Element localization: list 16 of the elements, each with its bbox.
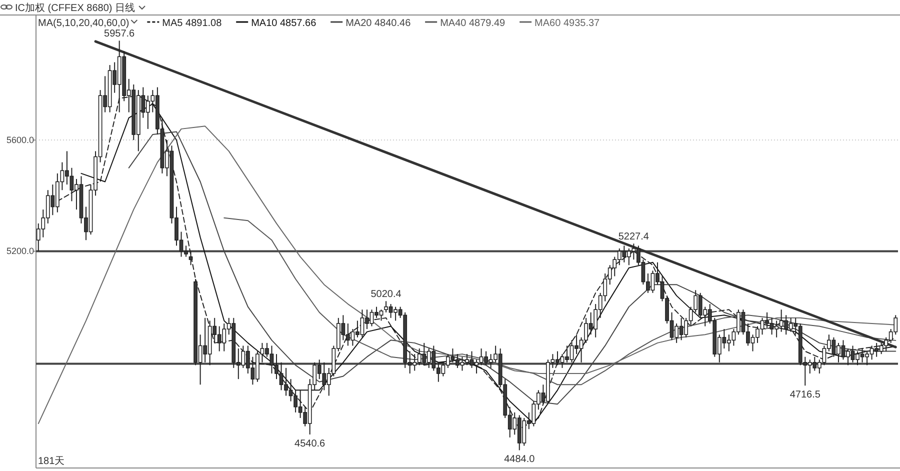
y-tick-label: 5600.0 bbox=[6, 135, 34, 146]
legend-label: MA60 4935.37 bbox=[534, 18, 600, 29]
legend-label: MA20 4840.46 bbox=[346, 18, 412, 29]
annotation: 5957.6 bbox=[104, 28, 136, 40]
annotation: 4540.6 bbox=[294, 438, 326, 450]
legend-title: MA(5,10,20,40,60,0) bbox=[38, 18, 130, 29]
chart-title: IC加权 (CFFEX 8680) 日线 bbox=[15, 2, 136, 14]
annotation: 5020.4 bbox=[370, 289, 402, 300]
y-tick-label: 5200.0 bbox=[6, 246, 34, 256]
annotation: 4484.0 bbox=[504, 454, 536, 466]
legend-label: MA10 4857.66 bbox=[251, 18, 317, 29]
legend-label: MA5 4891.08 bbox=[162, 18, 222, 29]
annotation: 4716.5 bbox=[790, 390, 821, 401]
legend-label: MA40 4879.49 bbox=[440, 18, 506, 29]
annotation: 5227.4 bbox=[618, 232, 650, 243]
annotation: 181天 bbox=[38, 456, 65, 467]
